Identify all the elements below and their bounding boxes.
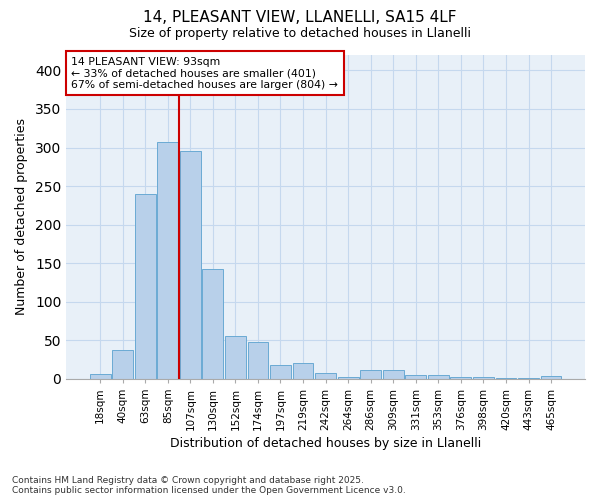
X-axis label: Distribution of detached houses by size in Llanelli: Distribution of detached houses by size … <box>170 437 481 450</box>
Bar <box>428 375 449 379</box>
Bar <box>112 350 133 379</box>
Bar <box>180 152 200 379</box>
Text: 14, PLEASANT VIEW, LLANELLI, SA15 4LF: 14, PLEASANT VIEW, LLANELLI, SA15 4LF <box>143 10 457 25</box>
Bar <box>293 364 313 379</box>
Bar <box>406 375 426 379</box>
Bar <box>383 370 404 379</box>
Bar <box>315 372 336 379</box>
Bar <box>270 365 291 379</box>
Text: Size of property relative to detached houses in Llanelli: Size of property relative to detached ho… <box>129 28 471 40</box>
Bar <box>473 376 494 379</box>
Bar <box>361 370 381 379</box>
Bar <box>157 142 178 379</box>
Y-axis label: Number of detached properties: Number of detached properties <box>15 118 28 316</box>
Bar <box>338 376 359 379</box>
Bar <box>225 336 246 379</box>
Bar <box>541 376 562 379</box>
Text: 14 PLEASANT VIEW: 93sqm
← 33% of detached houses are smaller (401)
67% of semi-d: 14 PLEASANT VIEW: 93sqm ← 33% of detache… <box>71 56 338 90</box>
Text: Contains HM Land Registry data © Crown copyright and database right 2025.
Contai: Contains HM Land Registry data © Crown c… <box>12 476 406 495</box>
Bar <box>202 268 223 379</box>
Bar <box>496 378 517 379</box>
Bar <box>518 378 539 379</box>
Bar <box>451 378 471 379</box>
Bar <box>248 342 268 379</box>
Bar <box>90 374 110 379</box>
Bar <box>135 194 155 379</box>
